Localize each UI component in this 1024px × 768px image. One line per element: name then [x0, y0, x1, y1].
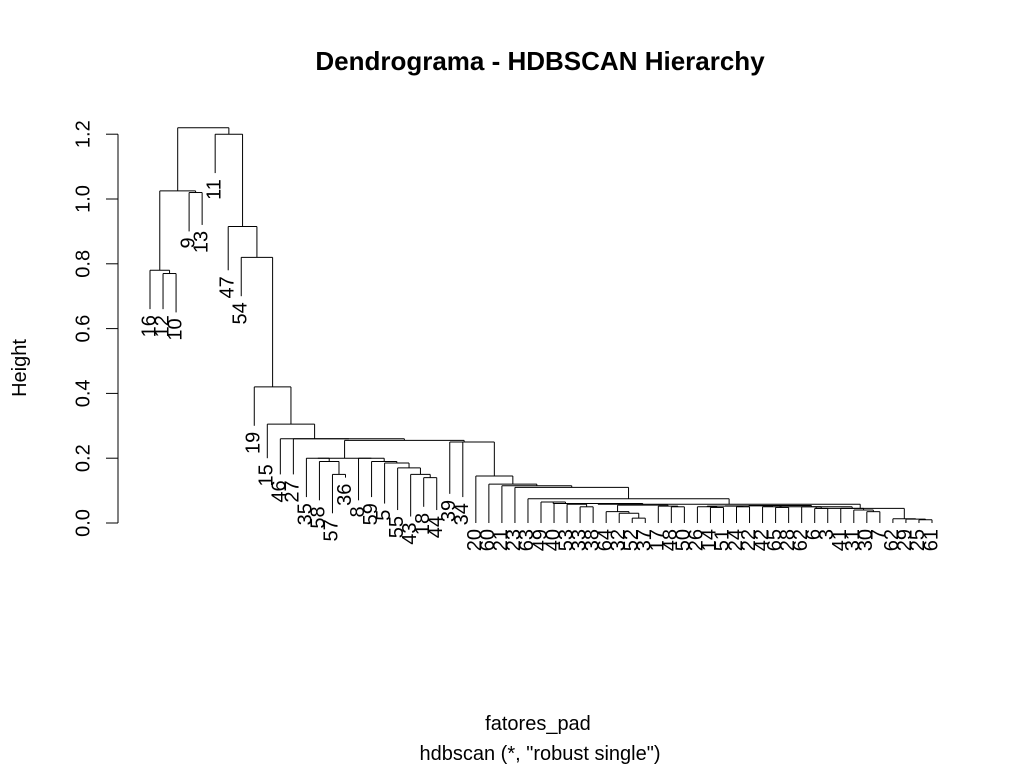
- leaf-label: 47: [216, 276, 238, 298]
- leaf-label: 35: [295, 503, 317, 525]
- leaf-label: 44: [425, 516, 447, 538]
- leaf-label: 13: [190, 231, 212, 253]
- leaf-label: 59: [360, 503, 382, 525]
- leaf-label: 53: [555, 529, 577, 551]
- leaf-label: 48: [660, 529, 682, 551]
- leaf-label: 12: [151, 315, 173, 337]
- y-tick-label: 1.2: [72, 120, 94, 148]
- y-tick-label: 0.2: [72, 444, 94, 472]
- leaf-label: 34: [451, 503, 473, 525]
- leaf-label: 43: [399, 523, 421, 545]
- leaf-label: 6: [803, 529, 825, 540]
- leaf-label: 19: [243, 432, 265, 454]
- leaf-label: 51: [712, 529, 734, 551]
- leaf-label: 18: [412, 513, 434, 535]
- chart-subtitle: hdbscan (*, "robust single"): [420, 743, 661, 765]
- leaf-label: 24: [725, 529, 747, 551]
- leaf-label: 31: [842, 529, 864, 551]
- leaf-label: 42: [751, 529, 773, 551]
- leaf-label: 21: [490, 529, 512, 551]
- leaf-label: 62: [881, 529, 903, 551]
- leaf-label: 64: [594, 529, 616, 551]
- leaf-label: 25: [907, 529, 929, 551]
- leaf-label: 41: [829, 529, 851, 551]
- leaf-label: 5: [373, 510, 395, 521]
- y-tick-label: 0.8: [72, 250, 94, 278]
- leaf-label: 50: [673, 529, 695, 551]
- y-tick-label: 0.0: [72, 509, 94, 537]
- leaf-label: 61: [920, 529, 942, 551]
- leaf-label: 63: [516, 529, 538, 551]
- leaf-label: 54: [230, 302, 252, 324]
- leaf-label: 33: [568, 529, 590, 551]
- leaf-label: 37: [634, 529, 656, 551]
- leaf-label: 27: [282, 480, 304, 502]
- x-axis-label: fatores_pad: [485, 713, 591, 735]
- leaf-label: 22: [738, 529, 760, 551]
- leaf-label: 65: [764, 529, 786, 551]
- leaf-label: 38: [581, 529, 603, 551]
- dendrogram-tree: [149, 127, 933, 523]
- y-axis-label: Height: [9, 339, 31, 397]
- leaf-label: 10: [164, 318, 186, 340]
- chart-title: Dendrograma - HDBSCAN Hierarchy: [315, 46, 765, 76]
- leaf-label: 16: [138, 315, 160, 337]
- y-axis: 0.0 0.2 0.4 0.6 0.8 1.0 1.2: [72, 120, 119, 537]
- leaf-label: 3: [816, 529, 838, 540]
- leaf-label: 60: [477, 529, 499, 551]
- leaf-labels: 1612109131147541915462735585736859555431…: [138, 179, 942, 551]
- leaf-label: 17: [647, 529, 669, 551]
- leaf-label: 62: [790, 529, 812, 551]
- y-tick-label: 1.0: [72, 185, 94, 213]
- leaf-label: 20: [464, 529, 486, 551]
- leaf-label: 39: [438, 500, 460, 522]
- leaf-label: 36: [334, 484, 356, 506]
- leaf-label: 15: [256, 464, 278, 486]
- leaf-label: 11: [203, 179, 225, 200]
- leaf-label: 40: [542, 529, 564, 551]
- leaf-label: 58: [308, 506, 330, 528]
- y-tick-label: 0.4: [72, 379, 94, 407]
- leaf-label: 52: [621, 529, 643, 551]
- leaf-label: 26: [686, 529, 708, 551]
- leaf-label: 57: [321, 519, 343, 541]
- leaf-label: 28: [777, 529, 799, 551]
- y-tick-label: 0.6: [72, 315, 94, 343]
- leaf-label: 29: [894, 529, 916, 551]
- leaf-label: 55: [386, 516, 408, 538]
- leaf-label: 46: [269, 480, 291, 502]
- leaf-label: 8: [347, 506, 369, 517]
- leaf-label: 49: [529, 529, 551, 551]
- leaf-label: 9: [177, 237, 199, 248]
- leaf-label: 32: [607, 529, 629, 551]
- leaf-label: 30: [855, 529, 877, 551]
- leaf-label: 7: [868, 529, 890, 540]
- leaf-label: 23: [503, 529, 525, 551]
- leaf-label: 14: [699, 529, 721, 551]
